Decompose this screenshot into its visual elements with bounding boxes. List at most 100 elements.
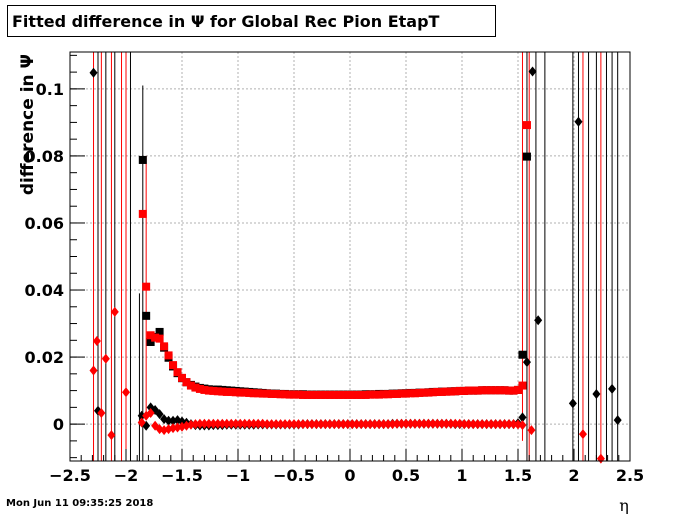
y-tick-label: 0 bbox=[53, 415, 64, 434]
data-point-diamond bbox=[303, 419, 312, 430]
data-point-square bbox=[352, 390, 361, 399]
data-point-diamond bbox=[267, 419, 276, 430]
data-point-diamond bbox=[321, 419, 330, 430]
data-point-diamond bbox=[218, 418, 227, 429]
data-point-diamond bbox=[464, 419, 473, 430]
data-point-diamond bbox=[245, 418, 254, 429]
data-point-square bbox=[428, 388, 437, 397]
x-tick-label: −0.5 bbox=[273, 466, 315, 485]
data-point-diamond bbox=[89, 67, 98, 78]
x-tick-label: 2.5 bbox=[616, 466, 644, 485]
data-point-square bbox=[473, 386, 482, 395]
data-point-square bbox=[402, 389, 410, 398]
data-point-diamond bbox=[528, 66, 537, 77]
data-point-square bbox=[186, 381, 195, 390]
data-point-square bbox=[164, 351, 173, 360]
data-point-diamond bbox=[200, 418, 209, 429]
data-point-square bbox=[451, 387, 460, 396]
plot-grid bbox=[70, 52, 630, 461]
data-point-square bbox=[321, 390, 330, 399]
data-point-diamond bbox=[500, 419, 509, 430]
data-point-diamond bbox=[240, 418, 249, 429]
data-point-diamond bbox=[227, 418, 236, 429]
data-point-square bbox=[406, 389, 415, 398]
data-point-square bbox=[307, 390, 316, 399]
data-point-diamond bbox=[357, 419, 366, 430]
data-point-diamond bbox=[352, 419, 361, 430]
data-point-square bbox=[222, 387, 231, 396]
data-point-diamond bbox=[312, 419, 321, 430]
data-point-square bbox=[442, 387, 451, 396]
data-point-square bbox=[424, 388, 433, 397]
data-point-square bbox=[330, 390, 339, 399]
data-point-diamond bbox=[164, 415, 173, 426]
data-point-diamond bbox=[379, 419, 388, 430]
data-point-diamond bbox=[316, 419, 325, 430]
data-point-diamond bbox=[568, 398, 577, 409]
data-point-square bbox=[522, 121, 531, 130]
data-point-diamond bbox=[388, 419, 397, 430]
data-point-square bbox=[138, 155, 147, 164]
data-point-square bbox=[155, 334, 164, 343]
data-point-square bbox=[218, 387, 227, 396]
timestamp: Mon Jun 11 09:35:25 2018 bbox=[6, 498, 154, 509]
data-point-square bbox=[496, 386, 505, 395]
data-point-square bbox=[281, 390, 290, 399]
data-point-diamond bbox=[491, 419, 500, 430]
data-point-square bbox=[285, 390, 294, 399]
data-point-square bbox=[500, 386, 509, 395]
data-point-square bbox=[298, 390, 307, 399]
data-point-diamond bbox=[195, 418, 204, 429]
x-axis-label: η bbox=[619, 496, 629, 514]
data-point-square bbox=[478, 386, 487, 395]
data-point-diamond bbox=[370, 419, 379, 430]
data-point-diamond bbox=[137, 410, 146, 421]
data-point-diamond bbox=[307, 419, 316, 430]
data-point-square bbox=[276, 390, 285, 399]
data-point-square bbox=[290, 390, 298, 399]
data-point-square bbox=[173, 368, 182, 377]
data-point-diamond bbox=[446, 418, 455, 429]
data-point-diamond bbox=[518, 420, 527, 431]
y-axis-label: difference in Ψ bbox=[18, 54, 38, 195]
y-tick-label: 0.08 bbox=[25, 147, 64, 166]
data-point-square bbox=[182, 378, 191, 387]
data-point-diamond bbox=[592, 388, 601, 399]
data-point-diamond bbox=[419, 418, 428, 429]
data-point-square bbox=[375, 390, 384, 399]
data-point-square bbox=[258, 389, 267, 398]
y-tick-label: 0.06 bbox=[25, 214, 64, 233]
data-points bbox=[89, 66, 622, 464]
data-point-diamond bbox=[334, 419, 343, 430]
data-point-diamond bbox=[146, 408, 155, 419]
y-tick-label: 0.04 bbox=[25, 281, 64, 300]
data-point-diamond bbox=[325, 419, 334, 430]
data-point-square bbox=[151, 333, 160, 342]
data-point-diamond bbox=[294, 419, 303, 430]
data-point-square bbox=[339, 390, 348, 399]
data-point-square bbox=[505, 386, 514, 395]
x-tick-label: 0.5 bbox=[392, 466, 420, 485]
data-point-square bbox=[142, 311, 151, 320]
data-point-square bbox=[334, 390, 343, 399]
data-point-square bbox=[263, 389, 272, 398]
x-tick-label: 1 bbox=[456, 466, 467, 485]
data-point-diamond bbox=[397, 418, 406, 429]
data-point-diamond bbox=[263, 419, 272, 430]
data-point-diamond bbox=[222, 418, 231, 429]
data-point-square bbox=[267, 389, 276, 398]
axes: −2.5 −2 −1.5 −1 −0.5 0 0.5 1 1.5 2 2.5 0 0.02 0.04 0.0… bbox=[25, 54, 644, 485]
data-point-diamond bbox=[375, 419, 384, 430]
x-tick-label: −1 bbox=[226, 466, 251, 485]
data-point-square bbox=[303, 390, 312, 399]
data-point-square bbox=[460, 386, 469, 395]
data-point-diamond bbox=[101, 353, 110, 364]
data-point-diamond bbox=[496, 419, 505, 430]
data-point-square bbox=[343, 390, 352, 399]
data-point-diamond bbox=[487, 419, 496, 430]
data-point-square bbox=[397, 389, 406, 398]
data-point-square bbox=[316, 390, 325, 399]
data-point-square bbox=[487, 386, 496, 395]
data-point-square bbox=[388, 389, 397, 398]
